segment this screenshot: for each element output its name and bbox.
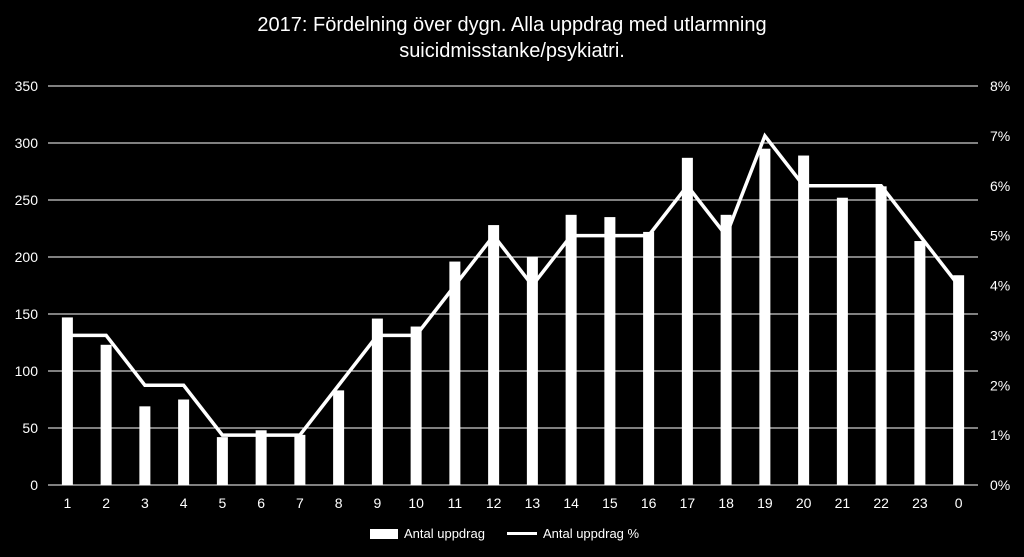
chart-legend: Antal uppdrag Antal uppdrag % xyxy=(370,526,661,541)
bar-22 xyxy=(875,186,887,485)
legend-swatch-line xyxy=(506,532,537,535)
x-tick-label: 14 xyxy=(563,495,579,511)
y-left-tick-label: 50 xyxy=(22,420,38,436)
bar-18 xyxy=(720,214,732,485)
x-tick-label: 21 xyxy=(835,495,851,511)
x-tick-label: 5 xyxy=(218,495,226,511)
x-tick-label: 6 xyxy=(257,495,265,511)
x-tick-label: 0 xyxy=(955,495,963,511)
x-tick-label: 11 xyxy=(448,495,463,511)
bar-17 xyxy=(681,157,693,485)
y-right-tick-label: 7% xyxy=(990,128,1010,144)
bar-6 xyxy=(255,430,267,485)
x-tick-label: 12 xyxy=(486,495,502,511)
bar-10 xyxy=(410,326,422,485)
x-tick-label: 15 xyxy=(602,495,618,511)
x-tick-label: 2 xyxy=(102,495,110,511)
bar-19 xyxy=(759,148,771,485)
chart-title-line1: 2017: Fördelning över dygn. Alla uppdrag… xyxy=(257,14,767,36)
y-right-tick-label: 2% xyxy=(990,377,1010,393)
y-left-tick-label: 150 xyxy=(15,306,39,322)
bar-12 xyxy=(488,225,500,485)
y-left-tick-label: 100 xyxy=(15,363,39,379)
bar-14 xyxy=(565,214,577,485)
x-tick-label: 13 xyxy=(525,495,541,511)
bar-2 xyxy=(100,344,112,485)
bar-8 xyxy=(333,390,345,485)
x-tick-label: 18 xyxy=(718,495,734,511)
bar-9 xyxy=(371,318,383,485)
bar-0 xyxy=(953,275,965,485)
bar-20 xyxy=(798,155,810,486)
y-left-tick-label: 300 xyxy=(15,135,39,151)
x-tick-label: 22 xyxy=(873,495,889,511)
x-tick-label: 17 xyxy=(680,495,696,511)
x-tick-label: 1 xyxy=(63,495,71,511)
legend-item-bars: Antal uppdrag xyxy=(370,526,485,541)
x-tick-label: 20 xyxy=(796,495,812,511)
y-left-tick-label: 250 xyxy=(15,192,39,208)
bar-16 xyxy=(643,231,655,485)
y-right-tick-label: 8% xyxy=(990,78,1010,94)
x-tick-label: 4 xyxy=(180,495,188,511)
x-tick-label: 9 xyxy=(373,495,381,511)
y-right-tick-label: 4% xyxy=(990,278,1010,294)
y-left-tick-label: 350 xyxy=(15,78,39,94)
x-tick-label: 8 xyxy=(335,495,343,511)
legend-item-line: Antal uppdrag % xyxy=(506,526,640,541)
x-tick-label: 3 xyxy=(141,495,149,511)
x-tick-label: 23 xyxy=(912,495,928,511)
y-left-tick-label: 200 xyxy=(15,249,39,265)
y-right-tick-label: 5% xyxy=(990,228,1010,244)
y-right-tick-label: 3% xyxy=(990,327,1010,343)
legend-label-line: Antal uppdrag % xyxy=(542,526,640,541)
y-left-tick-label: 0 xyxy=(30,477,38,493)
bar-1 xyxy=(61,317,73,485)
bar-7 xyxy=(294,434,306,485)
legend-swatch-bar xyxy=(370,528,398,539)
x-tick-label: 19 xyxy=(757,495,773,511)
y-right-tick-label: 1% xyxy=(990,427,1010,443)
bar-11 xyxy=(449,261,461,485)
bar-13 xyxy=(526,257,538,485)
bar-5 xyxy=(216,437,228,485)
bar-15 xyxy=(604,217,616,485)
x-tick-label: 7 xyxy=(296,495,304,511)
bar-21 xyxy=(836,197,848,485)
legend-label-bars: Antal uppdrag xyxy=(404,526,485,541)
bar-23 xyxy=(914,241,926,485)
chart-title-line2: suicidmisstanke/psykiatri. xyxy=(399,40,625,62)
bar-4 xyxy=(178,399,190,485)
bar-3 xyxy=(139,406,151,485)
y-right-tick-label: 0% xyxy=(990,477,1010,493)
x-tick-label: 10 xyxy=(408,495,424,511)
y-right-tick-label: 6% xyxy=(990,178,1010,194)
line-series-percent xyxy=(67,132,961,437)
x-tick-label: 16 xyxy=(641,495,657,511)
